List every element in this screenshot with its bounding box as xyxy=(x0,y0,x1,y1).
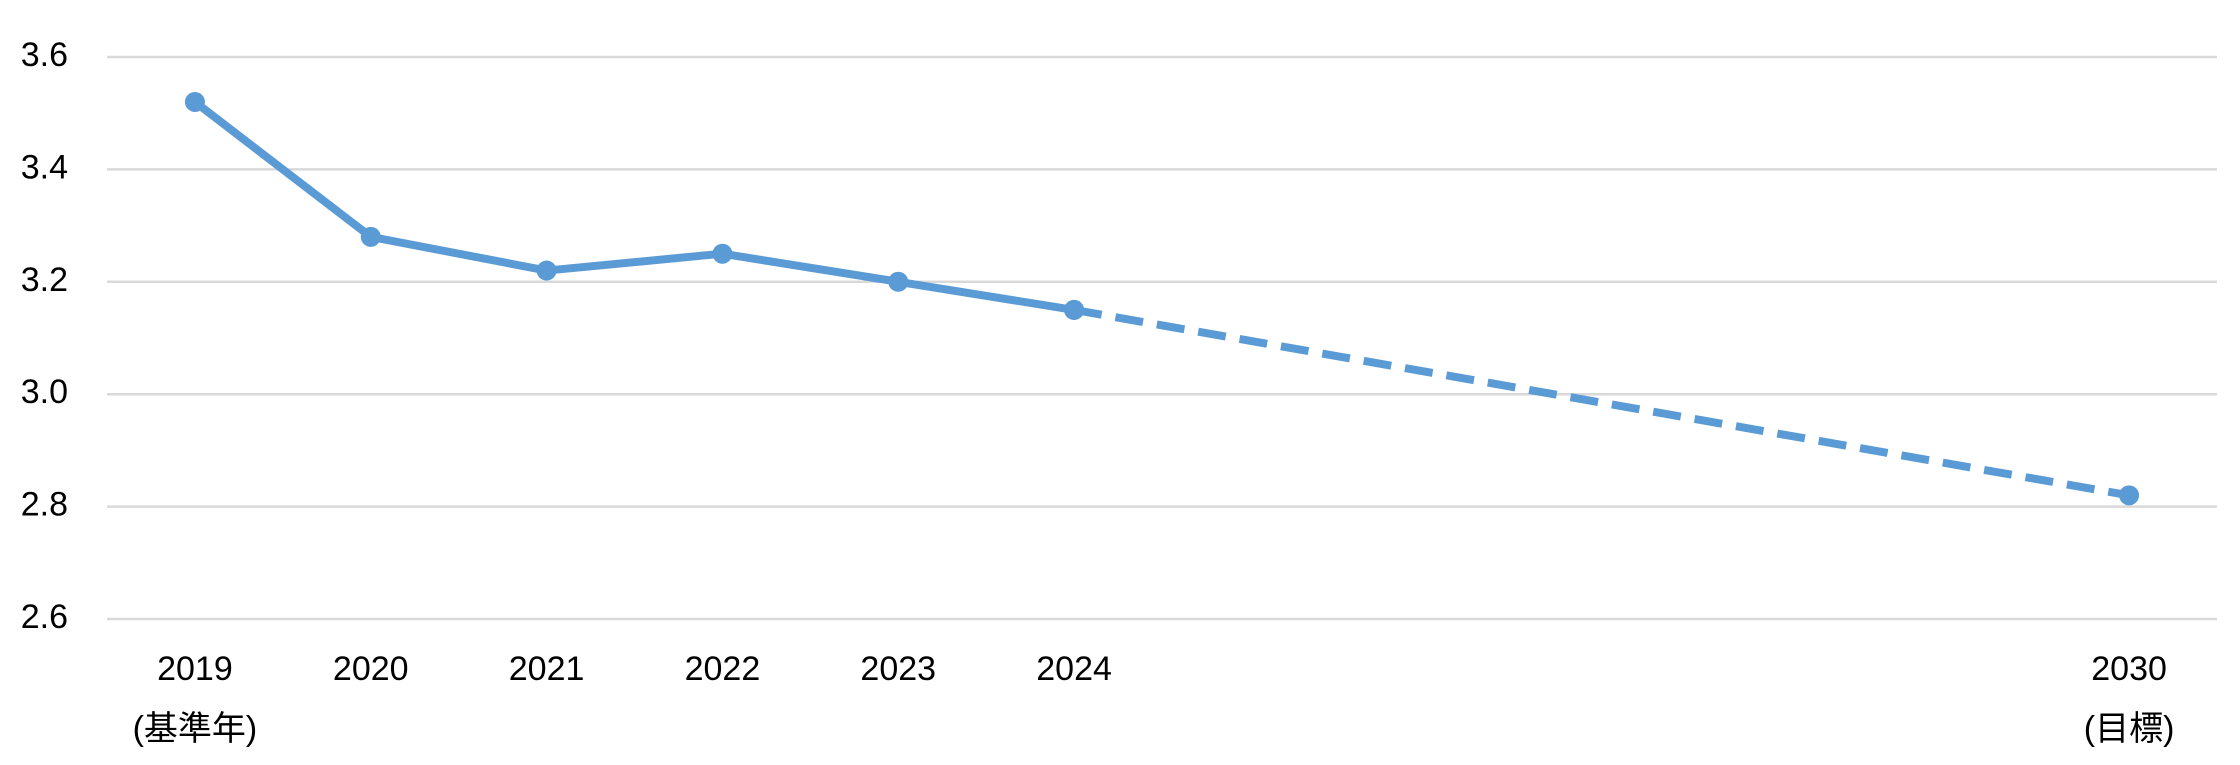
y-tick-label: 3.6 xyxy=(21,36,68,74)
marker xyxy=(536,260,557,281)
x-tick-label-line: 2024 xyxy=(1036,650,1112,688)
marker xyxy=(888,271,909,292)
x-tick-label-line: (基準年) xyxy=(133,710,258,748)
x-tick-label-line: 2019 xyxy=(157,650,233,688)
marker xyxy=(184,91,205,112)
x-tick-label: 2021 xyxy=(509,650,585,688)
x-tick-label: 2024 xyxy=(1036,650,1112,688)
series-line xyxy=(192,98,1075,314)
x-tick-label-line: 2030 xyxy=(2091,650,2167,688)
x-tick-label: 2020 xyxy=(333,650,409,688)
marker xyxy=(1064,299,1085,320)
series-line xyxy=(1073,305,2130,500)
x-tick-label: 2023 xyxy=(860,650,936,688)
x-tick-label: 2022 xyxy=(685,650,761,688)
marker xyxy=(360,226,381,247)
marker xyxy=(2119,485,2140,506)
x-tick-label: 2019 (基準年) xyxy=(133,650,258,748)
y-tick-label: 2.8 xyxy=(21,486,68,524)
x-tick-label-line: 2020 xyxy=(333,650,409,688)
x-tick-label-line: 2023 xyxy=(860,650,936,688)
y-tick-label: 3.0 xyxy=(21,373,68,411)
marker xyxy=(712,243,733,264)
x-tick-label-line: 2022 xyxy=(685,650,761,688)
y-tick-label: 3.4 xyxy=(21,148,68,186)
x-tick-label-line: (目標) xyxy=(2084,710,2175,748)
x-tick-label-line: 2021 xyxy=(509,650,585,688)
x-tick-label: 2030 (目標) xyxy=(2084,650,2175,748)
y-tick-label: 3.2 xyxy=(21,261,68,299)
y-tick-label: 2.6 xyxy=(21,598,68,636)
